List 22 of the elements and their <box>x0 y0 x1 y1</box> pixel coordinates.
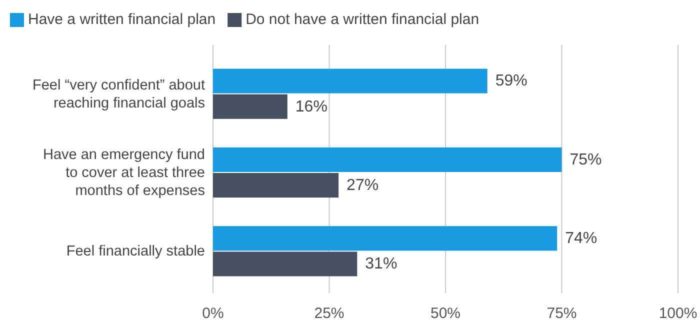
x-tick-label: 100% <box>658 305 698 320</box>
bar <box>213 68 488 94</box>
bar <box>213 252 358 276</box>
y-tick-label: Have an emergency fund to cover at least three months of expenses <box>42 146 205 199</box>
x-tick-label: 0% <box>202 305 224 320</box>
bar <box>213 173 339 198</box>
data-label: 31% <box>365 256 398 273</box>
bar <box>213 147 562 172</box>
x-tick-label: 25% <box>314 305 344 320</box>
data-label: 74% <box>565 230 598 248</box>
legend-label: Have a written financial plan <box>28 10 216 28</box>
y-tick-label: Feel “very confident” about reaching financial goals <box>32 77 205 112</box>
bar <box>213 226 558 251</box>
data-label: 16% <box>295 98 328 116</box>
y-tick-label: Feel financially stable <box>66 244 205 260</box>
data-label: 75% <box>570 151 602 168</box>
data-label: 59% <box>495 72 528 90</box>
legend-label: Do not have a written financial plan <box>246 10 480 28</box>
x-tick-label: 75% <box>546 305 577 320</box>
x-tick-label: 50% <box>430 305 461 320</box>
bar <box>213 94 288 119</box>
data-label: 27% <box>346 177 379 194</box>
